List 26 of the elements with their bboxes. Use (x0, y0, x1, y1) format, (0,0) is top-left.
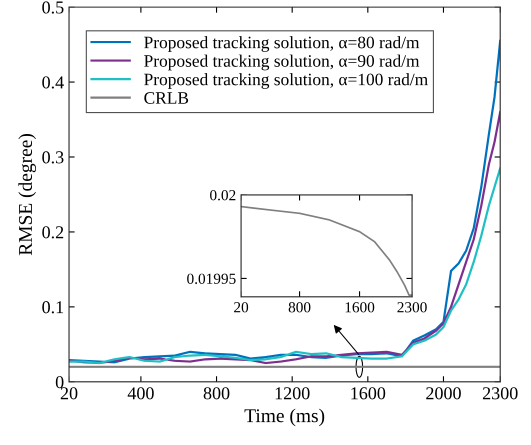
x-tick-label: 1200 (276, 387, 310, 400)
x-tick-label: 1600 (351, 387, 386, 400)
y-tick-label: 0.1 (42, 301, 64, 314)
legend-label: CRLB (144, 92, 188, 104)
x-tick-label: 400 (128, 387, 154, 400)
x-tick-label: 20 (234, 302, 248, 312)
y-tick-label: 0.02 (210, 190, 236, 200)
x-tick-label: 800 (288, 302, 310, 312)
y-tick-label: 0.4 (42, 76, 64, 89)
y-tick-label: 0.01995 (187, 274, 236, 284)
legend-label: Proposed tracking solution, α=100 rad/m (144, 73, 428, 89)
y-tick-label: 0 (56, 376, 64, 388)
legend-label: Proposed tracking solution, α=90 rad/m (144, 54, 420, 70)
x-tick-label: 2300 (397, 302, 427, 312)
y-tick-label: 0.5 (42, 1, 64, 14)
x-tick-label: 1600 (346, 302, 374, 312)
x-tick-label: 2300 (482, 387, 518, 400)
x-tick-label: 2000 (426, 387, 461, 400)
line-series (69, 110, 500, 364)
y-tick-label: 0.3 (42, 151, 64, 164)
y-tick-label: 0.2 (42, 226, 64, 238)
x-tick-label: 800 (204, 387, 230, 400)
y-axis-title: RMSE (degree) (18, 134, 36, 256)
legend-label: Proposed tracking solution, α=80 rad/m (144, 36, 420, 52)
x-tick-label: 20 (60, 387, 78, 400)
x-axis-title: Time (ms) (244, 408, 324, 426)
